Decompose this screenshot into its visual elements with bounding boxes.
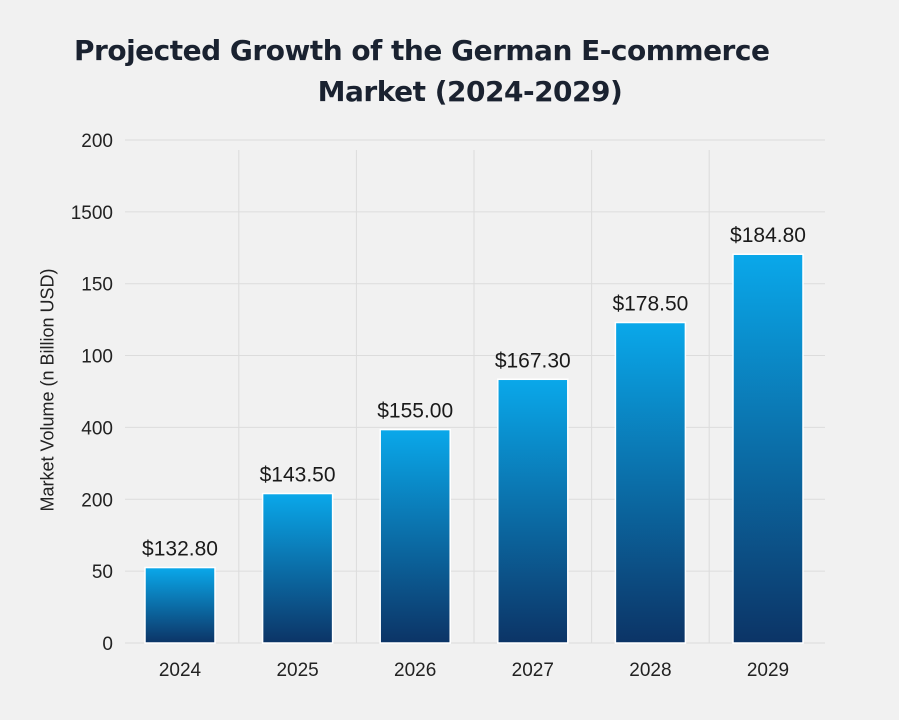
bar-2028 (614, 321, 687, 644)
chart-title: Projected Growth of the German E-commerc… (40, 30, 780, 112)
y-tick-label: 200 (81, 490, 113, 511)
bar-2026 (379, 428, 451, 644)
x-tick-label-2029: 2029 (747, 660, 789, 681)
data-label-2027: $167.30 (495, 349, 571, 372)
x-tick-label-2028: 2028 (629, 660, 671, 681)
bar-2024 (144, 566, 216, 644)
x-tick-label-2025: 2025 (276, 660, 318, 681)
y-tick-label: 200 (81, 131, 113, 152)
y-tick-label: 0 (102, 634, 113, 655)
chart-title-line-1: Projected Growth of the German E-commerc… (74, 34, 770, 67)
bar-2029 (732, 253, 804, 644)
x-tick-label-2026: 2026 (394, 660, 436, 681)
y-tick-label: 400 (81, 418, 113, 439)
y-tick-label: 100 (81, 347, 113, 368)
data-label-2029: $184.80 (730, 224, 806, 247)
y-tick-label: 1500 (71, 203, 113, 224)
y-tick-label: 150 (81, 275, 113, 296)
bar-2025 (261, 492, 334, 644)
bar-2027 (497, 378, 569, 644)
x-tick-label-2027: 2027 (512, 660, 554, 681)
data-label-2028: $178.50 (612, 293, 688, 316)
x-tick-label-2024: 2024 (159, 660, 202, 681)
chart-title-line-2: Market (2024-2029) (317, 75, 623, 108)
data-label-2026: $155.00 (377, 400, 453, 423)
data-label-2025: $143.50 (260, 464, 336, 487)
data-label-2024: $132.80 (142, 538, 218, 561)
y-tick-label: 50 (92, 562, 113, 583)
